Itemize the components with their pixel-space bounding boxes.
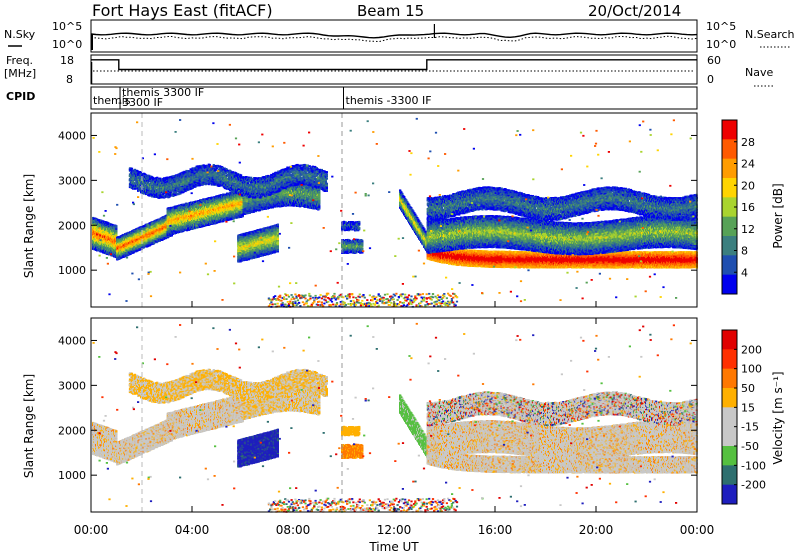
cpid-label: CPID [6,90,35,103]
nave-right-tick-top: 60 [707,54,721,67]
freq-label-bottom: [MHz] [4,67,36,80]
date-title: 20/Oct/2014 [588,2,681,20]
radar-figure: Fort Hays East (fitACF) Beam 15 20/Oct/2… [0,0,800,554]
nave-right-tick-bottom: 0 [707,73,714,86]
freq-label-top: Freq. [6,54,33,67]
beam-title: Beam 15 [357,2,424,20]
noise-right-tick-top: 10^5 [706,20,736,33]
cpid-segment-label: -3300 IF [118,96,163,109]
noise-right-tick-bottom: 10^0 [706,38,736,51]
freq-trace [91,60,697,70]
noise-panel: N.Sky 10^5 10^0 10^5 10^0 N.Search [4,20,795,52]
freq-left-tick-top: 18 [60,54,74,67]
station-title: Fort Hays East (fitACF) [92,1,273,20]
power-data [92,118,698,308]
noise-search-trace [91,36,697,41]
freq-left-tick-bottom: 8 [66,73,73,86]
nave-label: Nave [745,66,773,79]
freq-panel: Freq. [MHz] 18 8 60 0 Nave [4,54,775,86]
noise-left-tick-top: 10^5 [52,20,82,33]
noise-left-tick-bottom: 10^0 [52,38,82,51]
cpid-segment-label: themis -3300 IF [346,94,432,107]
noise-sky-trace [91,33,697,38]
noise-right-label: N.Search [745,28,795,41]
noise-left-label: N.Sky [4,28,36,41]
